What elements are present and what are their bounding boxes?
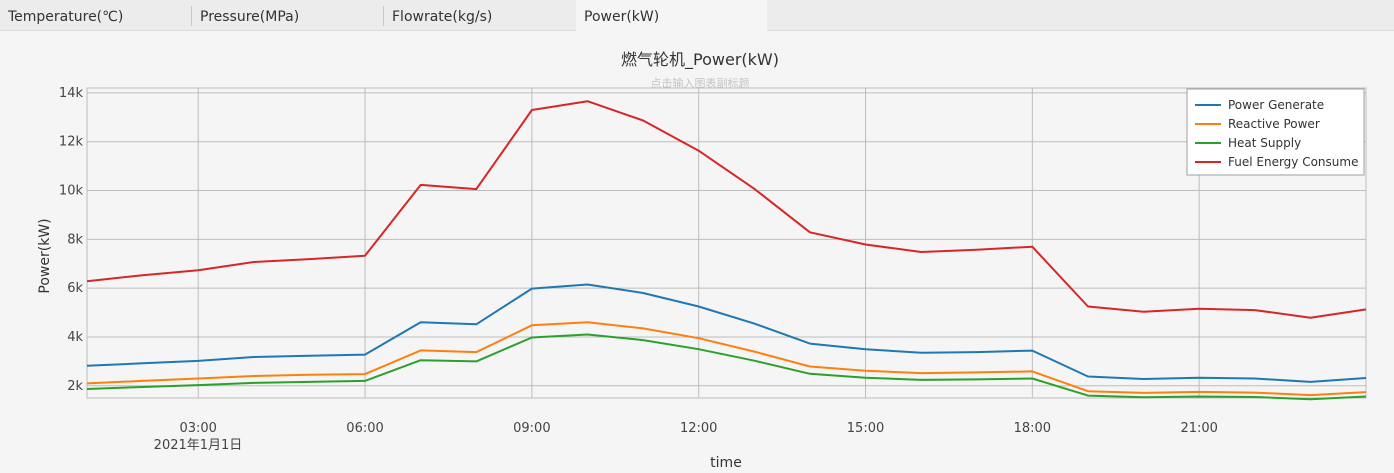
tab-power[interactable]: Power(kW) — [576, 0, 767, 31]
tab-label: Power(kW) — [584, 9, 660, 25]
plot-area — [86, 87, 1367, 399]
y-tick-label: 2k — [67, 379, 83, 394]
x-tick-label: 21:00 — [1180, 421, 1217, 436]
tab-label: Flowrate(kg/s) — [392, 9, 493, 25]
y-axis-label: Power(kW) — [37, 218, 53, 293]
tab-flowrate[interactable]: Flowrate(kg/s) — [384, 0, 576, 31]
series-line-1[interactable] — [86, 321, 1367, 397]
y-tick-label: 12k — [59, 135, 84, 150]
legend-item-label[interactable]: Heat Supply — [1228, 136, 1301, 150]
x-tick-labels: 03:00 06:00 09:00 12:00 15:00 18:00 21:00 — [179, 421, 1217, 436]
tab-bar: Temperature(℃) Pressure(MPa) Flowrate(kg… — [0, 0, 1394, 31]
legend-item-label[interactable]: Reactive Power — [1228, 117, 1320, 131]
x-axis-label: time — [710, 455, 742, 471]
y-tick-label: 10k — [59, 184, 84, 199]
chart-subtitle[interactable]: 点击输入图表副标题 — [651, 76, 750, 90]
x-tick-label: 09:00 — [513, 421, 550, 436]
x-tick-label: 03:00 — [179, 421, 216, 436]
x-date-label: 2021年1月1日 — [154, 438, 243, 453]
y-tick-label: 4k — [67, 330, 83, 345]
y-tick-label: 14k — [59, 86, 84, 101]
legend-item-label[interactable]: Fuel Energy Consume — [1228, 155, 1358, 169]
legend-box — [1186, 88, 1365, 176]
x-tick-label: 12:00 — [680, 421, 717, 436]
series-line-2[interactable] — [86, 333, 1367, 401]
grid-lines — [86, 87, 1367, 399]
tab-temperature[interactable]: Temperature(℃) — [0, 0, 192, 31]
x-tick-label: 18:00 — [1014, 421, 1051, 436]
series-line-0[interactable] — [86, 283, 1367, 383]
series-lines — [86, 100, 1367, 401]
tab-separator — [383, 6, 384, 26]
y-tick-label: 8k — [67, 232, 83, 247]
tab-label: Pressure(MPa) — [200, 9, 300, 25]
y-tick-label: 6k — [67, 281, 83, 296]
y-tick-labels: 2k 4k 6k 8k 10k 12k 14k — [59, 86, 84, 394]
x-tick-label: 15:00 — [847, 421, 884, 436]
tab-pressure[interactable]: Pressure(MPa) — [192, 0, 384, 31]
legend[interactable]: Power Generate Reactive Power Heat Supply F… — [1186, 88, 1365, 176]
tab-separator — [191, 6, 192, 26]
legend-item-label[interactable]: Power Generate — [1228, 98, 1324, 112]
chart-title: 燃气轮机_Power(kW) — [621, 50, 779, 70]
tab-label: Temperature(℃) — [8, 9, 124, 25]
x-tick-label: 06:00 — [346, 421, 383, 436]
series-line-3[interactable] — [86, 100, 1367, 319]
